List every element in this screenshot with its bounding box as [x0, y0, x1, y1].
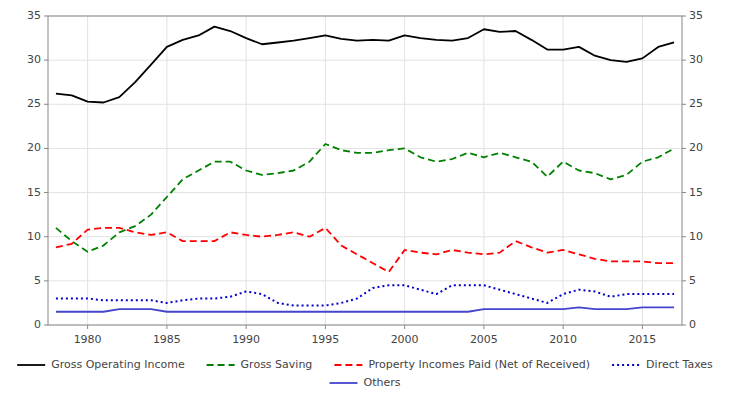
tick-y2 — [682, 60, 686, 61]
grid-line-x — [166, 16, 167, 325]
tick-label-y2: 25 — [689, 97, 703, 110]
legend-item: Others — [330, 376, 401, 389]
tick-x — [404, 325, 405, 329]
tick-label-y: 30 — [27, 53, 41, 66]
tick-x — [642, 325, 643, 329]
series-line — [56, 285, 674, 305]
legend-label: Gross Saving — [241, 358, 313, 371]
grid-line-y — [48, 148, 682, 149]
legend-item: Property Incomes Paid (Net of Received) — [334, 358, 590, 371]
tick-y — [44, 236, 48, 237]
series-line — [56, 307, 674, 311]
grid — [48, 16, 682, 325]
grid-line-x — [483, 16, 484, 325]
tick-y2 — [682, 325, 686, 326]
tick-label-y: 15 — [27, 186, 41, 199]
legend-item: Gross Saving — [207, 358, 313, 371]
tick-y2 — [682, 280, 686, 281]
grid-line-y — [48, 192, 682, 193]
tick-label-x: 1990 — [232, 333, 260, 346]
tick-x — [325, 325, 326, 329]
tick-x — [246, 325, 247, 329]
legend-label: Others — [364, 376, 401, 389]
tick-label-y: 5 — [34, 274, 41, 287]
legend: Gross Operating Income Gross Saving Proper… — [17, 358, 713, 389]
tick-label-x: 2005 — [470, 333, 498, 346]
tick-y — [44, 16, 48, 17]
tick-label-x: 1980 — [74, 333, 102, 346]
tick-label-y: 10 — [27, 230, 41, 243]
tick-label-y: 20 — [27, 141, 41, 154]
axes: 0 5 10 15 20 25 30 35 0 5 10 15 20 25 30 35 1980 1985 1990… — [27, 9, 703, 346]
tick-y2 — [682, 16, 686, 17]
series-line — [56, 144, 674, 252]
legend-label: Direct Taxes — [646, 358, 713, 371]
lines — [56, 27, 674, 312]
legend-swatch — [334, 364, 362, 366]
tick-label-y: 25 — [27, 97, 41, 110]
tick-x — [166, 325, 167, 329]
tick-y2 — [682, 236, 686, 237]
tick-label-y2: 0 — [689, 318, 696, 331]
legend-label: Property Incomes Paid (Net of Received) — [368, 358, 590, 371]
plot-frame — [48, 16, 682, 325]
tick-label-x: 1995 — [311, 333, 339, 346]
grid-line-x — [404, 16, 405, 325]
tick-y — [44, 192, 48, 193]
tick-y — [44, 104, 48, 105]
tick-y2 — [682, 192, 686, 193]
legend-item: Direct Taxes — [612, 358, 713, 371]
tick-label-y2: 30 — [689, 53, 703, 66]
tick-x — [483, 325, 484, 329]
tick-label-y: 0 — [34, 318, 41, 331]
legend-label: Gross Operating Income — [51, 358, 185, 371]
series-line — [56, 27, 674, 103]
tick-label-y: 35 — [27, 9, 41, 22]
tick-label-y2: 20 — [689, 141, 703, 154]
tick-label-x: 2015 — [628, 333, 656, 346]
chart: 0 5 10 15 20 25 30 35 0 5 10 15 20 25 30 35 1980 1985 1990… — [0, 0, 730, 409]
tick-label-y2: 35 — [689, 9, 703, 22]
grid-line-x — [325, 16, 326, 325]
tick-label-x: 2000 — [391, 333, 419, 346]
tick-y — [44, 325, 48, 326]
tick-y — [44, 280, 48, 281]
grid-line-y — [48, 236, 682, 237]
tick-x — [87, 325, 88, 329]
grid-line-y — [48, 280, 682, 281]
grid-line-x — [563, 16, 564, 325]
series-line — [56, 228, 674, 272]
grid-line-y — [48, 60, 682, 61]
tick-y2 — [682, 148, 686, 149]
tick-y — [44, 148, 48, 149]
legend-swatch — [330, 382, 358, 384]
legend-item: Gross Operating Income — [17, 358, 185, 371]
legend-swatch — [17, 364, 45, 366]
legend-swatch — [612, 364, 640, 366]
tick-label-x: 1985 — [153, 333, 181, 346]
tick-y — [44, 60, 48, 61]
tick-label-y2: 10 — [689, 230, 703, 243]
grid-line-x — [642, 16, 643, 325]
tick-label-y2: 15 — [689, 186, 703, 199]
grid-line-x — [87, 16, 88, 325]
grid-line-y — [48, 104, 682, 105]
tick-y2 — [682, 104, 686, 105]
tick-label-y2: 5 — [689, 274, 696, 287]
legend-swatch — [207, 364, 235, 366]
tick-x — [563, 325, 564, 329]
tick-label-x: 2010 — [549, 333, 577, 346]
